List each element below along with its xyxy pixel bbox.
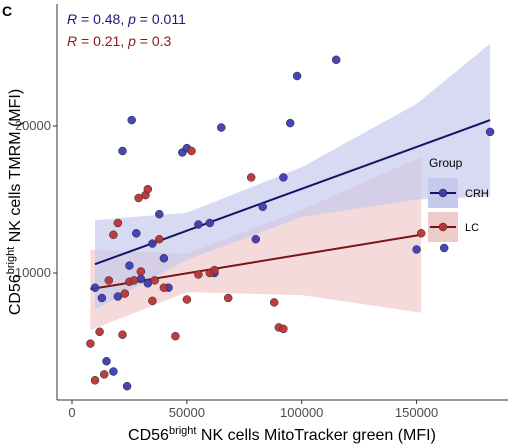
data-point-crh [205, 218, 215, 228]
y-tick-label: 20000 [15, 118, 51, 133]
data-point-crh [439, 243, 449, 253]
stat-annotation-lc: R = 0.21, p = 0.3 [67, 33, 172, 49]
stat-annotation-crh: R = 0.48, p = 0.011 [67, 11, 186, 27]
data-point-lc [136, 267, 146, 276]
data-point-crh [412, 245, 421, 254]
data-point-lc [148, 296, 157, 306]
data-point-crh [102, 356, 111, 366]
axis-title-superscript: bright [5, 247, 17, 275]
data-point-lc [109, 230, 118, 240]
x-tick-label: 0 [68, 405, 75, 420]
data-point-lc [246, 173, 256, 182]
data-point-crh [148, 239, 157, 248]
data-point-crh [90, 283, 100, 292]
data-point-lc [99, 370, 109, 379]
data-point-crh [258, 202, 267, 212]
data-point-lc [143, 184, 153, 194]
data-point-crh [217, 123, 226, 132]
data-point-lc [95, 327, 104, 337]
legend-label-lc: LC [465, 222, 479, 234]
data-point-crh [132, 229, 141, 238]
confidence-band-crh [95, 43, 491, 310]
data-point-crh [485, 127, 495, 137]
data-point-lc [129, 276, 139, 285]
y-axis-title: CD56bright NK cells TMRM (MFI) [5, 89, 24, 315]
axis-title-superscript: bright [169, 425, 197, 437]
stat-r-label: R [67, 33, 77, 49]
data-point-lc [223, 293, 233, 303]
data-point-lc [118, 330, 127, 339]
data-point-lc [104, 276, 114, 285]
data-point-lc [120, 289, 130, 298]
stat-p-label: p [127, 11, 136, 27]
data-point-crh [331, 55, 341, 65]
data-point-lc [416, 229, 426, 238]
data-point-lc [269, 298, 279, 307]
data-point-crh [136, 274, 146, 284]
stat-p-value: = 0.011 [136, 11, 186, 27]
stat-p-value: = 0.3 [136, 33, 172, 49]
stat-p-label: p [127, 33, 136, 49]
legend-label-crh: CRH [465, 188, 489, 200]
axis-title-suffix: NK cells MitoTracker green (MFI) [196, 427, 435, 444]
stat-r-label: R [67, 11, 77, 27]
data-point-lc [279, 324, 288, 334]
data-point-lc [113, 218, 123, 228]
stat-r-value: = 0.21, [77, 33, 128, 49]
data-point-crh [127, 115, 136, 125]
axis-title-prefix: CD56 [7, 274, 24, 315]
data-point-lc [155, 234, 164, 244]
data-point-lc [150, 276, 159, 285]
data-point-crh [159, 254, 169, 263]
x-tick-label: 100000 [280, 405, 323, 420]
legend-title: Group [429, 156, 463, 170]
data-point-lc [86, 339, 95, 348]
axis-title-suffix: NK cells TMRM (MFI) [7, 89, 24, 247]
data-point-crh [122, 381, 132, 391]
data-point-crh [155, 209, 164, 219]
data-point-lc [159, 283, 169, 292]
data-point-crh [194, 220, 203, 229]
panel-letter: C [2, 3, 12, 19]
data-point-crh [97, 293, 107, 303]
data-point-lc [171, 331, 180, 341]
data-point-lc [194, 270, 203, 279]
data-point-crh [251, 234, 261, 244]
data-point-crh [285, 118, 295, 128]
stat-r-value: = 0.48, [77, 11, 128, 27]
data-point-lc [187, 146, 196, 156]
x-tick-label: 50000 [169, 405, 205, 420]
data-point-crh [292, 71, 302, 81]
x-tick-label: 150000 [395, 405, 438, 420]
data-point-crh [125, 261, 134, 270]
x-axis-title: CD56bright NK cells MitoTracker green (M… [128, 425, 436, 444]
legend-key-point-lc [438, 222, 448, 232]
data-point-lc [182, 295, 192, 304]
y-tick-label: 10000 [15, 265, 51, 280]
data-point-crh [279, 173, 288, 182]
data-point-crh [109, 367, 118, 376]
legend-key-point-crh [438, 188, 448, 198]
data-point-lc [210, 265, 219, 275]
data-point-lc [90, 376, 100, 385]
data-point-crh [118, 146, 127, 156]
axis-title-prefix: CD56 [128, 427, 169, 444]
